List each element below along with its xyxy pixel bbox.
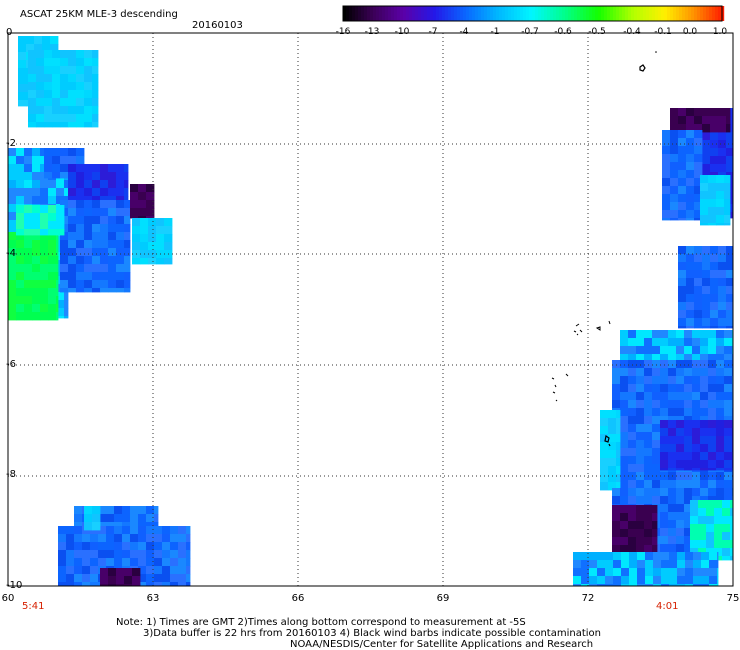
y-tick-0: 0 [6,27,13,38]
colorbar-label-6: -0.7 [521,27,539,37]
y-tick-4: -8 [6,469,16,480]
x-tick-5: 75 [726,593,740,604]
coastline-islands [551,51,657,447]
y-tick-5: -10 [6,580,23,591]
map-date: 20160103 [192,20,243,31]
colorbar-label-4: -4 [459,27,469,37]
x-tick-1: 63 [146,593,160,604]
colorbar-label-7: -0.6 [554,27,572,37]
y-tick-1: -2 [6,138,16,149]
footnote-line-1: Note: 1) Times are GMT 2)Times along bot… [116,617,526,628]
colorbar-label-1: -13 [364,27,380,37]
time-label-left: 5:41 [22,601,45,612]
colorbar-label-8: -0.5 [588,27,606,37]
footnote-credit: NOAA/NESDIS/Center for Satellite Applica… [290,639,594,650]
x-tick-4: 72 [581,593,595,604]
time-label-right: 4:01 [656,601,679,612]
colorbar-label-5: -1 [490,27,500,37]
colorbar-label-12: 1.0 [712,27,728,37]
lat-lon-grid [8,33,733,586]
map-title: ASCAT 25KM MLE-3 descending [20,9,178,20]
map-frame [7,32,734,587]
colorbar-label-0: -16 [335,27,351,37]
x-tick-0: 60 [1,593,15,604]
data-swaths [8,36,734,587]
colorbar-label-9: -0.4 [623,27,641,37]
colorbar-label-3: -7 [428,27,438,37]
colorbar-label-11: 0.0 [682,27,698,37]
y-tick-2: -4 [6,248,16,259]
x-tick-3: 69 [436,593,450,604]
colorbar-label-2: -10 [394,27,410,37]
colorbar [342,5,725,22]
colorbar-label-10: -0.1 [654,27,672,37]
y-tick-3: -6 [6,359,16,370]
x-tick-2: 66 [291,593,305,604]
footnote-line-2: 3)Data buffer is 22 hrs from 20160103 4)… [143,628,601,639]
